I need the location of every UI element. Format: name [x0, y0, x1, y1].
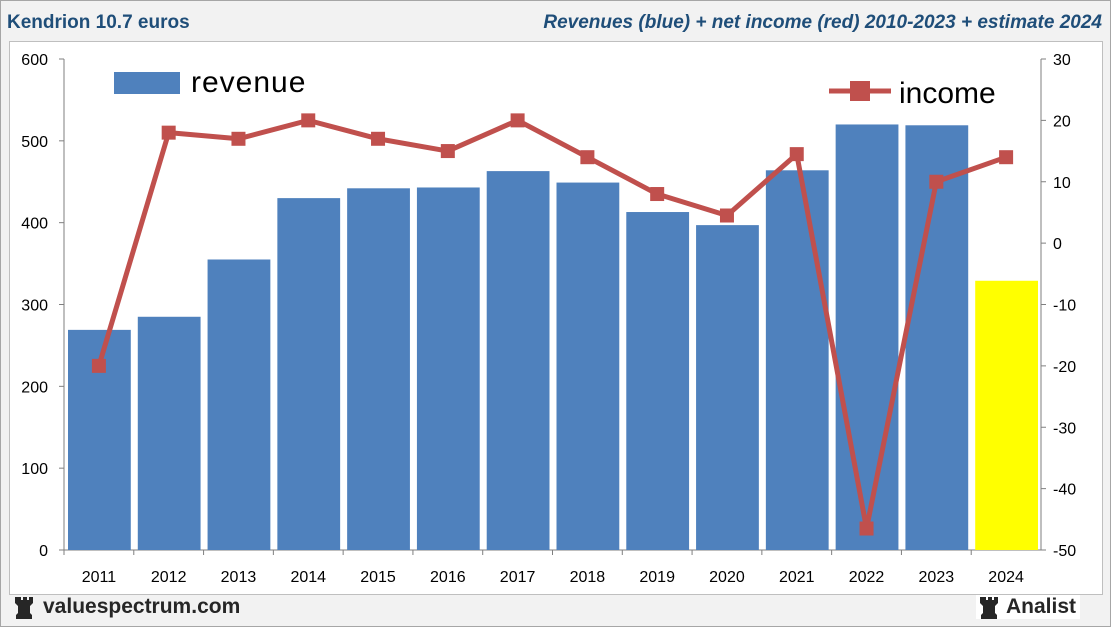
income-line	[96, 117, 1007, 532]
x-tick-label: 2016	[430, 569, 466, 586]
legend-income-label: income	[899, 77, 996, 110]
income-marker	[91, 358, 106, 373]
y-left-tick-label: 400	[21, 216, 48, 233]
footer-brand[interactable]: Analist	[975, 595, 1080, 619]
company-title: Kendrion 10.7 euros	[7, 12, 190, 33]
revenue-bar	[277, 198, 341, 550]
legend-revenue-swatch	[114, 72, 180, 94]
income-marker	[231, 131, 246, 146]
revenue-bar	[416, 187, 480, 550]
income-marker	[440, 144, 455, 159]
y-left-tick-label: 600	[21, 52, 48, 69]
x-tick-label: 2022	[849, 569, 885, 586]
x-tick-label: 2015	[360, 569, 396, 586]
revenue-bar	[696, 225, 759, 550]
y-left-tick-label: 0	[39, 543, 48, 560]
income-marker	[371, 131, 386, 146]
chess-rook-icon	[979, 597, 998, 619]
revenue-bar	[137, 316, 201, 550]
x-tick-label: 2018	[570, 569, 606, 586]
y-left-tick-label: 500	[21, 134, 48, 151]
x-tick-label: 2024	[988, 569, 1024, 586]
income-marker	[859, 521, 874, 536]
legend-revenue-label: revenue	[191, 66, 306, 99]
x-tick-label: 2019	[639, 569, 675, 586]
revenue-bar	[347, 188, 410, 550]
chart-subtitle: Revenues (blue) + net income (red) 2010-…	[543, 12, 1102, 33]
revenue-bar	[905, 125, 969, 550]
y-left-tick-label: 100	[21, 461, 48, 478]
y-right-tick-label: 0	[1053, 236, 1062, 253]
income-marker	[580, 150, 595, 165]
income-marker	[999, 150, 1014, 165]
y-right-tick-label: 20	[1053, 113, 1071, 130]
income-marker	[789, 147, 804, 162]
income-marker	[301, 113, 316, 128]
revenue-bar	[765, 170, 829, 550]
footer-site[interactable]: valuespectrum.com	[15, 595, 240, 619]
x-tick-label: 2021	[779, 569, 815, 586]
y-right-tick-label: 10	[1053, 175, 1071, 192]
y-right-tick-label: -30	[1053, 420, 1076, 437]
y-right-tick-label: -10	[1053, 298, 1076, 315]
income-marker	[719, 208, 734, 223]
x-tick-label: 2013	[221, 569, 257, 586]
x-tick-label: 2023	[919, 569, 955, 586]
revenue-bar	[207, 259, 271, 550]
revenue-bar	[626, 212, 690, 551]
x-tick-label: 2017	[500, 569, 536, 586]
chess-rook-icon	[15, 597, 33, 619]
income-marker	[161, 125, 176, 140]
legend-income-marker	[850, 81, 870, 101]
y-left-tick-label: 200	[21, 379, 48, 396]
income-marker	[650, 187, 665, 202]
x-tick-label: 2020	[709, 569, 745, 586]
y-right-tick-label: 30	[1053, 52, 1071, 69]
site-name: valuespectrum.com	[43, 595, 241, 618]
y-right-tick-label: -50	[1053, 543, 1076, 560]
y-left-tick-label: 300	[21, 298, 48, 315]
y-right-tick-label: -40	[1053, 482, 1076, 499]
revenue-bar	[975, 280, 1038, 550]
y-right-tick-label: -20	[1053, 359, 1076, 376]
x-tick-label: 2012	[151, 569, 187, 586]
revenue-bar	[835, 124, 899, 550]
revenue-bar	[486, 171, 550, 550]
x-tick-label: 2011	[82, 569, 117, 586]
brand-name: Analist	[1005, 595, 1076, 618]
revenue-bar	[556, 182, 620, 550]
income-marker	[929, 174, 944, 189]
x-tick-label: 2014	[290, 569, 326, 586]
income-marker	[510, 113, 525, 128]
